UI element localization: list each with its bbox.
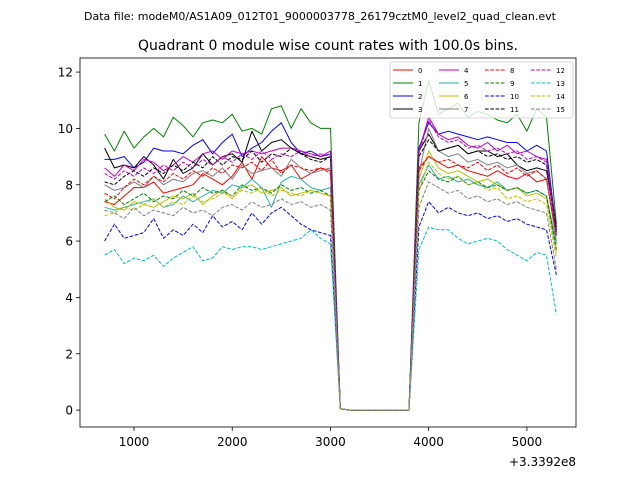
- x-tick-label: 3000: [315, 435, 346, 449]
- series-lines: [104, 80, 557, 411]
- x-axis: 1000 2000 3000 4000 5000: [119, 427, 542, 449]
- chart-title: Quadrant 0 module wise count rates with …: [138, 38, 518, 54]
- series-line-10: [104, 201, 557, 411]
- legend-label-8: 8: [510, 67, 514, 75]
- y-tick-label: 0: [65, 404, 73, 418]
- legend-label-0: 0: [418, 67, 422, 75]
- series-line-13: [104, 226, 557, 411]
- legend-label-7: 7: [464, 106, 468, 114]
- y-tick-label: 8: [65, 178, 73, 192]
- series-line-14: [104, 161, 557, 411]
- legend-label-11: 11: [510, 106, 519, 114]
- y-tick-label: 6: [65, 235, 73, 249]
- legend-label-1: 1: [418, 80, 422, 88]
- series-line-8: [104, 156, 557, 411]
- suptitle: Data file: modeM0/AS1A09_012T01_90000037…: [84, 10, 557, 23]
- legend-label-13: 13: [556, 80, 565, 88]
- plot-area: [80, 58, 576, 427]
- x-offset-label: +3.3392e8: [509, 455, 576, 469]
- legend-label-10: 10: [510, 93, 519, 101]
- legend-box: [389, 61, 574, 119]
- x-tick-label: 4000: [413, 435, 444, 449]
- x-tick-label: 1000: [119, 435, 150, 449]
- legend-label-6: 6: [464, 93, 469, 101]
- legend-label-15: 15: [556, 106, 565, 114]
- legend-label-9: 9: [510, 80, 514, 88]
- x-tick-label: 5000: [512, 435, 543, 449]
- axes-frame: [79, 57, 577, 428]
- y-tick-label: 10: [58, 122, 73, 136]
- series-line-5: [104, 164, 557, 411]
- y-axis: 0 2 4 6 8 10 12: [58, 66, 80, 418]
- legend-label-3: 3: [418, 106, 422, 114]
- legend-label-4: 4: [464, 67, 469, 75]
- y-tick-label: 2: [65, 347, 73, 361]
- series-line-4: [104, 116, 557, 411]
- legend-label-5: 5: [464, 80, 468, 88]
- y-tick-label: 4: [65, 291, 73, 305]
- series-line-15: [104, 181, 557, 411]
- series-line-9: [104, 170, 557, 411]
- series-line-12: [104, 119, 557, 411]
- x-tick-label: 2000: [217, 435, 248, 449]
- legend-label-2: 2: [418, 93, 422, 101]
- y-tick-label: 12: [58, 66, 73, 80]
- legend-label-14: 14: [556, 93, 565, 101]
- legend-label-12: 12: [556, 67, 565, 75]
